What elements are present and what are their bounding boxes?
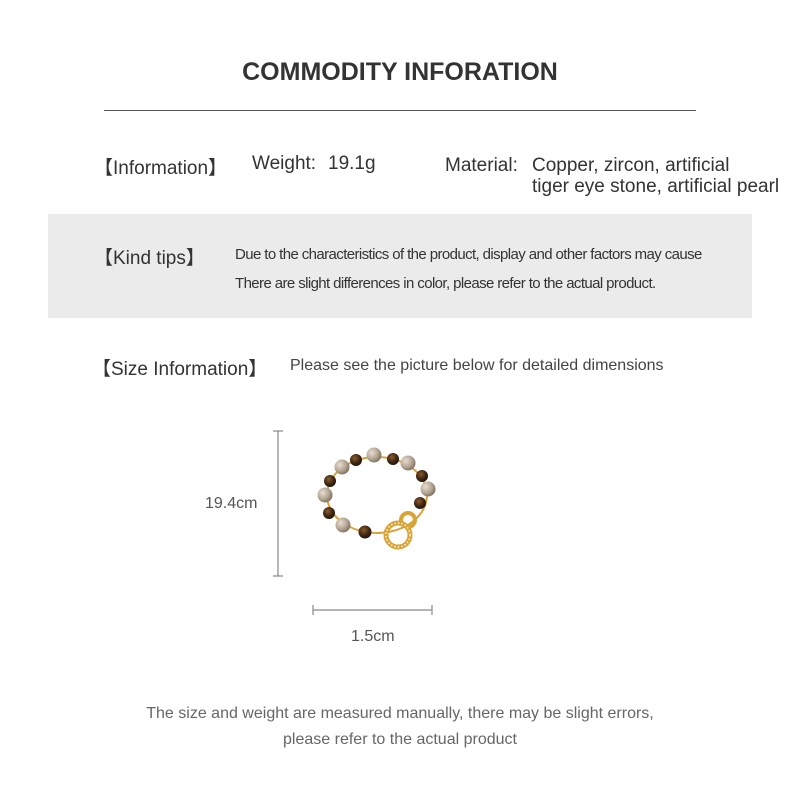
footer-line-2: please refer to the actual product <box>283 731 517 748</box>
beads <box>317 447 436 539</box>
material-label: Material: <box>445 155 518 176</box>
information-label: 【Information】 <box>94 158 228 179</box>
weight-label: Weight: <box>252 153 317 174</box>
size-information-label: 【Size Information】 <box>92 359 268 380</box>
kind-tips-panel <box>48 214 752 318</box>
width-dimension-line <box>312 605 433 615</box>
material-line-1: Copper, zircon, artificial <box>532 155 730 176</box>
footer-line-1: The size and weight are measured manuall… <box>146 705 654 722</box>
material-line-2: tiger eye stone, artificial pearl <box>532 176 780 197</box>
page-title: COMMODITY INFORATION <box>242 58 558 86</box>
height-dimension-line <box>273 430 283 577</box>
height-value: 19.4cm <box>205 495 258 512</box>
kind-tips-label: 【Kind tips】 <box>94 248 205 269</box>
weight-value: 19.1g <box>328 153 376 174</box>
clasp <box>383 511 417 550</box>
title-divider <box>104 110 696 111</box>
kind-tips-line-2: There are slight differences in color, p… <box>235 275 656 292</box>
size-information-note: Please see the picture below for detaile… <box>290 357 664 374</box>
width-value: 1.5cm <box>351 628 395 645</box>
kind-tips-line-1: Due to the characteristics of the produc… <box>235 246 702 263</box>
